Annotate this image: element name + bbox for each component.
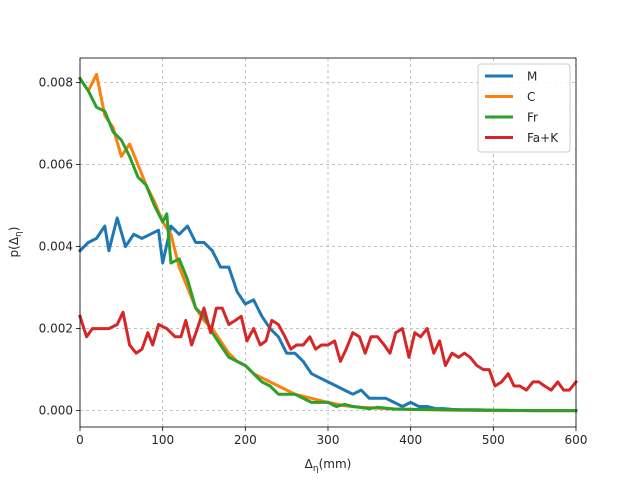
y-tick-label: 0.002 <box>39 322 73 336</box>
y-axis-label: p(Δη) <box>7 227 24 258</box>
legend: MC Fr Fa+K <box>477 63 571 153</box>
series-line-fa-k <box>78 306 579 392</box>
x-tick-label: 600 <box>565 433 588 447</box>
legend-label: Fr <box>527 111 538 125</box>
legend-box <box>477 63 571 153</box>
x-tick-label: 100 <box>151 433 174 447</box>
x-axis: 0 100 200 300 400 500 600 <box>76 427 587 447</box>
legend-label: Fa+K <box>527 131 559 145</box>
y-tick-label: 0.004 <box>39 240 73 254</box>
x-tick-label: 0 <box>76 433 84 447</box>
x-tick-label: 200 <box>234 433 257 447</box>
y-tick-label: 0.008 <box>39 76 73 90</box>
x-tick-label: 400 <box>399 433 422 447</box>
y-axis: 0.000 0.002 0.004 0.006 0.008 <box>39 76 80 418</box>
legend-label: C <box>527 90 535 104</box>
y-tick-label: 0.000 <box>39 404 73 418</box>
series-line-m <box>77 216 578 413</box>
series-layer <box>77 72 579 413</box>
y-tick-label: 0.006 <box>39 158 73 172</box>
x-tick-label: 300 <box>317 433 340 447</box>
x-axis-label: Δη(mm) <box>305 457 352 474</box>
x-tick-label: 500 <box>482 433 505 447</box>
series-line-fr <box>77 76 578 413</box>
legend-label: M <box>527 70 537 84</box>
